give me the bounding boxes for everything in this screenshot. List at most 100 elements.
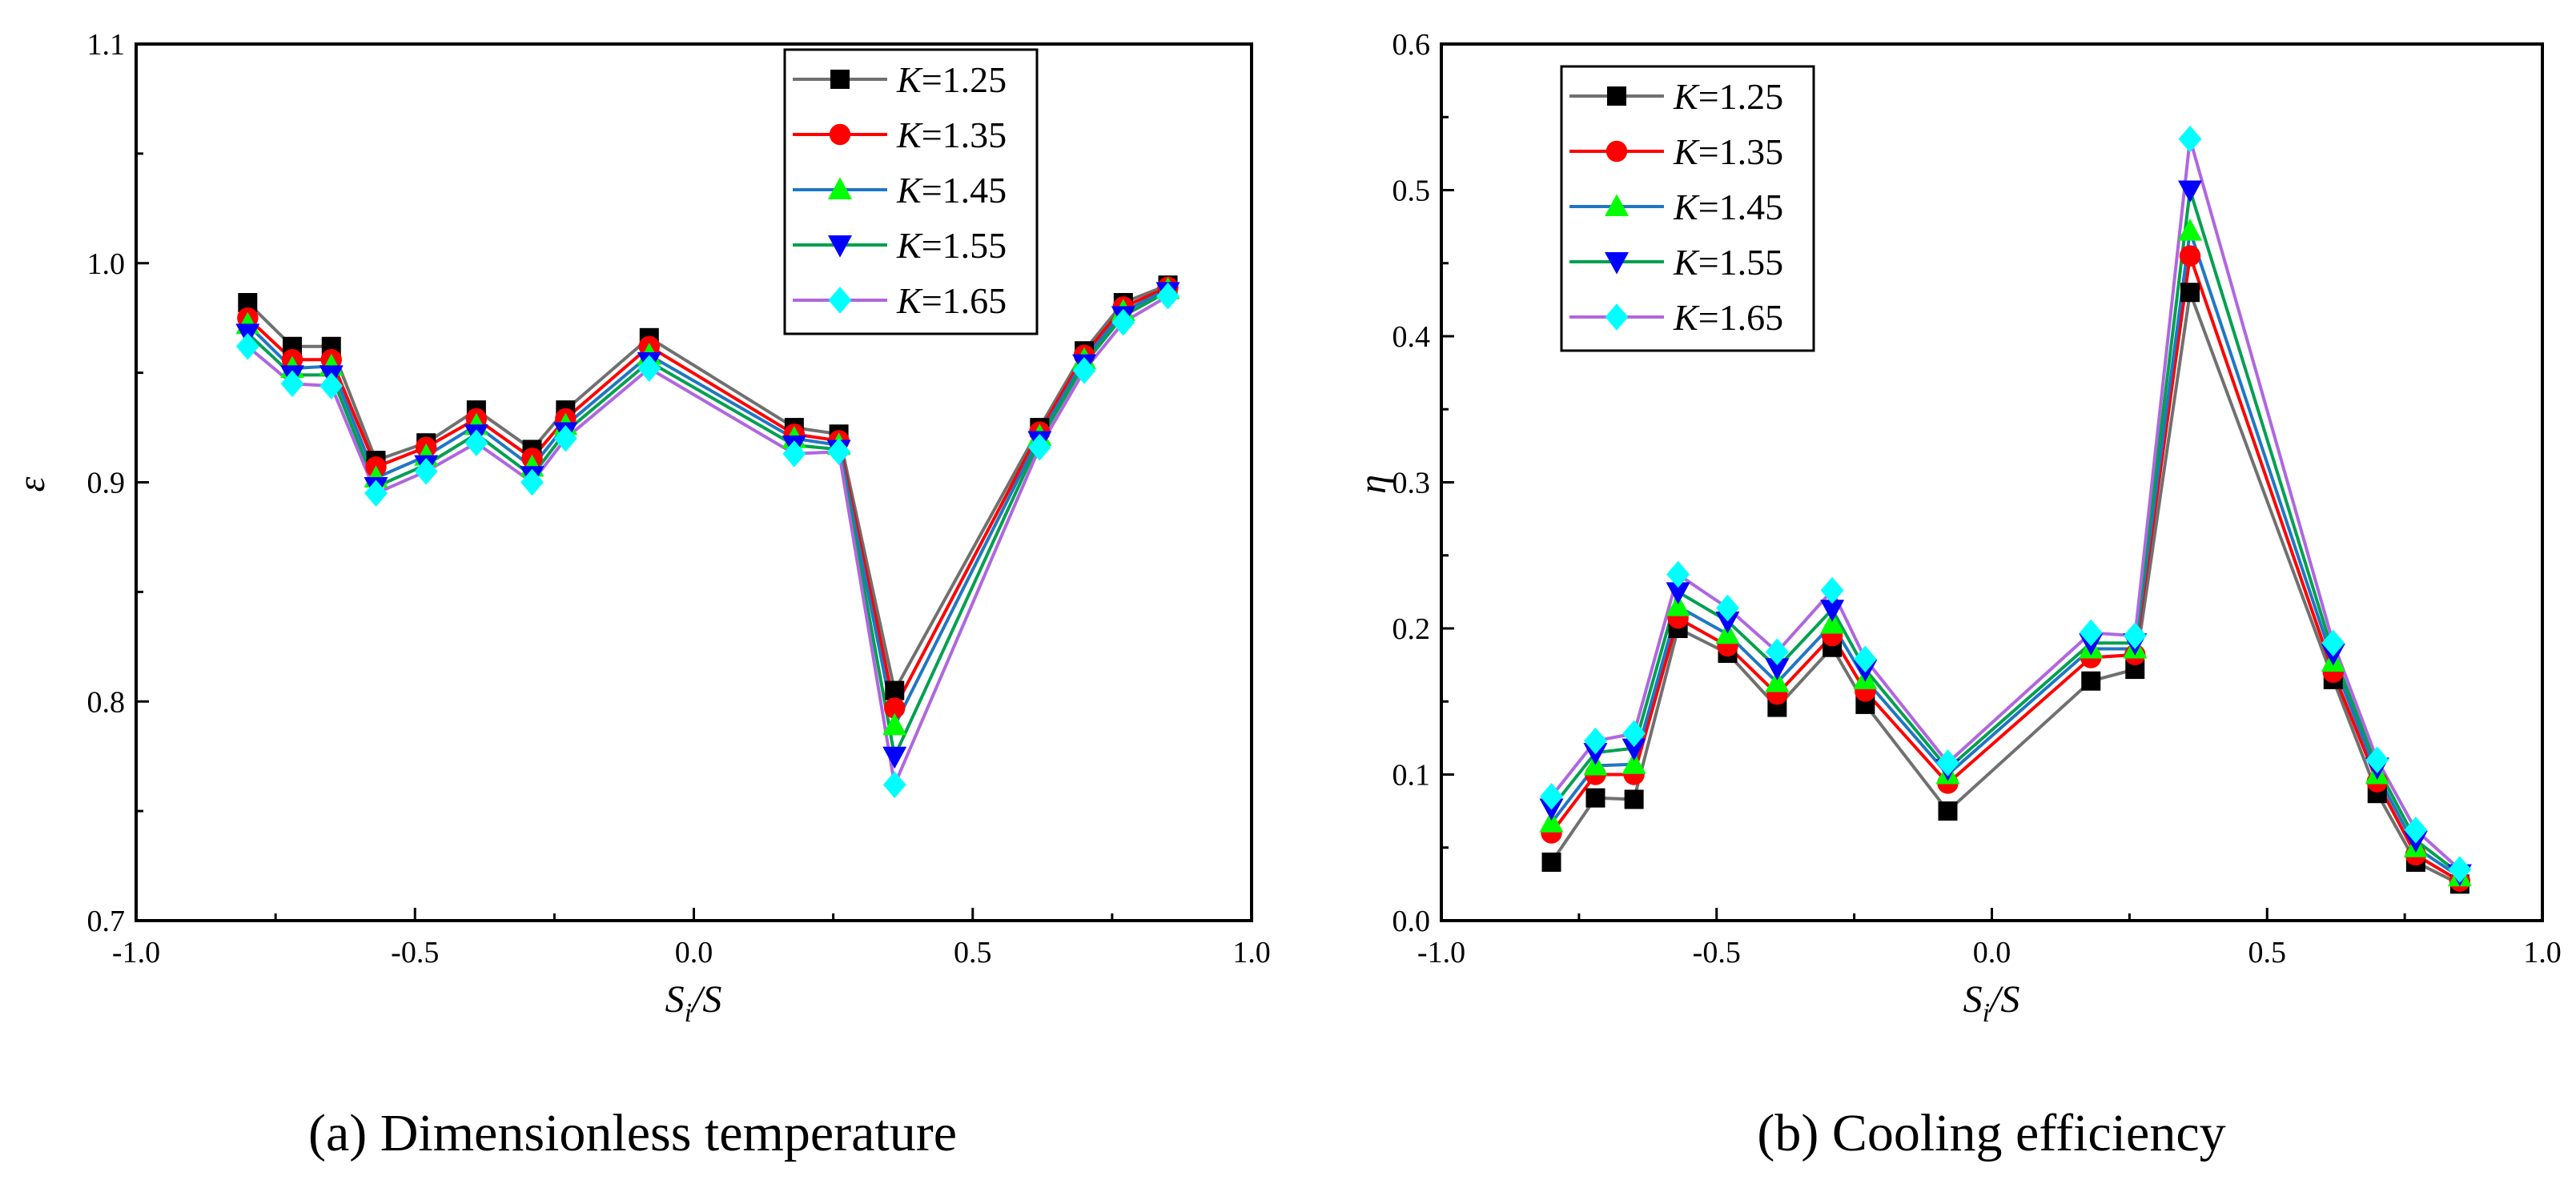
x-tick-label: -1.0: [112, 936, 160, 969]
data-point: [637, 355, 661, 382]
series-line: [246, 290, 1169, 762]
x-tick-label: 0.5: [2248, 936, 2287, 969]
data-point: [1622, 738, 1646, 761]
y-tick-label: 0.4: [1392, 320, 1431, 354]
data-point: [1622, 720, 1646, 748]
y-tick-label: 0.2: [1392, 612, 1431, 646]
x-tick-label: 1.0: [2523, 936, 2562, 969]
legend-label: K=1.45: [1673, 187, 1783, 227]
caption-a: (a) Dimensionless temperature: [308, 1104, 957, 1162]
data-point: [827, 438, 850, 465]
data-point: [1716, 594, 1739, 622]
legend-marker: [1605, 252, 1629, 275]
data-point: [2448, 856, 2472, 883]
data-point: [1111, 308, 1135, 336]
data-point: [1072, 357, 1096, 384]
legend-label: K=1.35: [896, 114, 1007, 155]
data-point: [2178, 180, 2202, 203]
panel-a: -1.0 -0.5 0.0 0.5 1.00.70.80.91.01.1 ε Si/S …: [10, 28, 1271, 1162]
data-point: [885, 680, 905, 700]
xlabel-a: Si/S: [665, 978, 722, 1028]
x-tick-label: 0.5: [954, 936, 992, 969]
data-point: [553, 424, 577, 452]
legend-marker: [1605, 194, 1629, 216]
data-point: [1853, 645, 1877, 673]
legend-marker: [828, 287, 852, 314]
data-point: [884, 697, 906, 719]
data-point: [2079, 619, 2103, 647]
data-point: [2365, 746, 2389, 774]
y-tick-label: 1.0: [87, 247, 126, 281]
data-point: [1715, 611, 1740, 634]
legend-marker: [828, 235, 852, 258]
legend-label: K=1.25: [1673, 76, 1783, 117]
y-tick-label: 0.0: [1392, 905, 1431, 938]
data-point: [1585, 788, 1605, 808]
data-point: [2178, 219, 2202, 241]
data-point: [1666, 594, 1690, 616]
data-point: [1539, 810, 1564, 833]
legend-label: K=1.55: [1673, 242, 1783, 283]
series-line: [246, 287, 1169, 731]
legend-label: K=1.55: [896, 225, 1007, 266]
x-tick-label: 0.0: [675, 936, 713, 969]
legend-label: K=1.35: [1673, 131, 1783, 172]
data-point: [520, 468, 544, 496]
series-line: [1549, 291, 2461, 886]
series-line: [1549, 189, 2461, 876]
data-point: [1624, 789, 1644, 809]
data-point: [2404, 817, 2428, 844]
y-tick-label: 0.9: [87, 467, 126, 500]
series-line: [1549, 230, 2461, 878]
x-tick-label: -0.5: [1693, 936, 1741, 969]
data-point: [1666, 582, 1690, 604]
data-point: [1936, 749, 1959, 777]
y-tick-label: 1.1: [87, 28, 126, 62]
legend-label: K=1.25: [896, 59, 1007, 100]
data-point: [1541, 853, 1561, 872]
series-line: [246, 283, 1169, 696]
data-point: [1765, 638, 1789, 665]
data-point: [2081, 671, 2101, 691]
data-point: [882, 771, 906, 799]
legend-marker: [1605, 303, 1629, 331]
series-layer-b: [1539, 125, 2472, 894]
legend-marker: [828, 177, 852, 199]
data-point: [319, 372, 344, 399]
data-point: [1584, 727, 1607, 755]
data-point: [1666, 560, 1690, 588]
series-line: [246, 286, 1169, 713]
y-tick-label: 0.8: [87, 685, 126, 719]
ylabel-b: η: [1352, 475, 1394, 494]
panel-b: -1.0 -0.5 0.0 0.5 1.0 0.0 0.1 0.2 0.3 0.4 0.5 0.6 η…: [1352, 28, 2562, 1162]
y-tick-label: 0.6: [1392, 28, 1431, 62]
data-point: [1820, 576, 1844, 604]
ticks-layer-b: -1.0 -0.5 0.0 0.5 1.0 0.0 0.1 0.2 0.3 0.4 0.5 0.6: [1392, 28, 2562, 969]
legend-box: [783, 48, 1039, 335]
data-point: [2179, 245, 2201, 267]
legend-b: K=1.25 K=1.35 K=1.45 K=1.55 K=1.65: [1560, 65, 1815, 352]
data-point: [2321, 629, 2345, 657]
y-tick-label: 0.5: [1392, 175, 1431, 208]
legend-marker: [830, 70, 850, 89]
legend-marker: [1605, 140, 1628, 163]
data-point: [2178, 125, 2202, 153]
x-tick-label: -0.5: [391, 936, 439, 969]
legend-label: K=1.65: [896, 280, 1007, 321]
data-point: [1540, 783, 1563, 810]
data-point: [2180, 283, 2200, 303]
data-point: [1765, 669, 1790, 692]
series-line: [247, 295, 1169, 791]
x-tick-label: 0.0: [1973, 936, 2011, 969]
data-point: [414, 458, 438, 485]
series-line: [1549, 255, 2461, 883]
y-tick-label: 0.3: [1392, 467, 1431, 500]
legend-a: K=1.25 K=1.35 K=1.45 K=1.55 K=1.65: [783, 48, 1039, 335]
legend-marker: [1607, 86, 1626, 106]
data-point: [1027, 433, 1051, 461]
series-layer-a: [235, 275, 1180, 799]
x-tick-label: 1.0: [1232, 936, 1271, 969]
plot-frame-a: [135, 42, 1253, 922]
data-point: [1156, 283, 1179, 310]
